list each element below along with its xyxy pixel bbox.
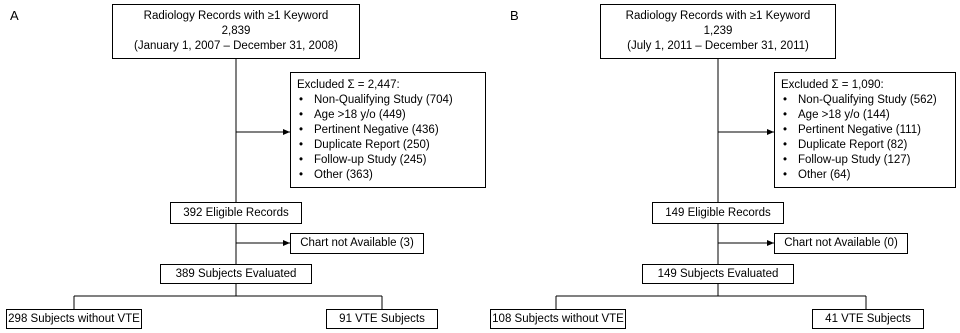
panel-a-excluded-title: Excluded Σ = 2,447: [297,79,400,91]
panel-b-chart-na-box: Chart not Available (0) [774,233,908,254]
panel-b-source-title: Radiology Records with ≥1 Keyword [625,10,811,22]
panel-b-evaluated-box: 149 Subjects Evaluated [642,264,794,284]
panel-a-without-vte-text: 298 Subjects without VTE [8,312,140,325]
excluded-item: Age >18 y/o (449) [297,108,479,123]
panel-b-vte-box: 41 VTE Subjects [812,309,924,329]
panel-b-without-vte-text: 108 Subjects without VTE [492,312,624,325]
panel-a-evaluated-box: 389 Subjects Evaluated [160,264,312,284]
excluded-item: Pertinent Negative (111) [781,123,949,138]
panel-a-eligible-text: 392 Eligible Records [183,206,289,219]
excluded-item: Other (363) [297,168,479,183]
panel-a-chart-na-text: Chart not Available (3) [300,237,414,249]
panel-a-chart-na-box: Chart not Available (3) [290,233,424,254]
panel-b-excluded-title: Excluded Σ = 1,090: [781,79,884,91]
excluded-item: Non-Qualifying Study (562) [781,93,949,108]
panel-b-label: B [510,8,519,23]
excluded-item: Follow-up Study (127) [781,153,949,168]
panel-b-source-box: Radiology Records with ≥1 Keyword 1,239 … [600,4,836,59]
excluded-item: Age >18 y/o (144) [781,108,949,123]
panel-a-source-count: 2,839 [221,25,251,37]
panel-a-without-vte-box: 298 Subjects without VTE [6,309,142,329]
excluded-item: Other (64) [781,168,949,183]
excluded-item: Non-Qualifying Study (704) [297,93,479,108]
panel-a-label: A [10,8,19,23]
panel-b-evaluated-text: 149 Subjects Evaluated [657,267,779,280]
panel-b-eligible-box: 149 Eligible Records [652,202,784,224]
panel-b-excluded-box: Excluded Σ = 1,090: Non-Qualifying Study… [774,72,956,188]
panel-b-without-vte-box: 108 Subjects without VTE [490,309,626,329]
panel-a-vte-box: 91 VTE Subjects [326,309,438,329]
panel-b-vte-text: 41 VTE Subjects [825,312,911,325]
panel-a-vte-text: 91 VTE Subjects [339,312,425,325]
excluded-item: Follow-up Study (245) [297,153,479,168]
panel-b-source-count: 1,239 [703,25,733,37]
panel-b-excluded-list: Non-Qualifying Study (562) Age >18 y/o (… [781,93,949,183]
panel-a-excluded-list: Non-Qualifying Study (704) Age >18 y/o (… [297,93,479,183]
panel-b-chart-na-text: Chart not Available (0) [784,237,898,249]
panel-a-source-range: (January 1, 2007 – December 31, 2008) [134,40,338,52]
excluded-item: Duplicate Report (250) [297,138,479,153]
panel-b-eligible-text: 149 Eligible Records [665,206,771,219]
panel-a-evaluated-text: 389 Subjects Evaluated [175,267,297,280]
panel-a-eligible-box: 392 Eligible Records [170,202,302,224]
panel-b-source-range: (July 1, 2011 – December 31, 2011) [627,40,809,52]
excluded-item: Duplicate Report (82) [781,138,949,153]
panel-a-source-title: Radiology Records with ≥1 Keyword [143,10,329,22]
panel-a-excluded-box: Excluded Σ = 2,447: Non-Qualifying Study… [290,72,486,188]
panel-a-source-box: Radiology Records with ≥1 Keyword 2,839 … [112,4,360,59]
excluded-item: Pertinent Negative (436) [297,123,479,138]
